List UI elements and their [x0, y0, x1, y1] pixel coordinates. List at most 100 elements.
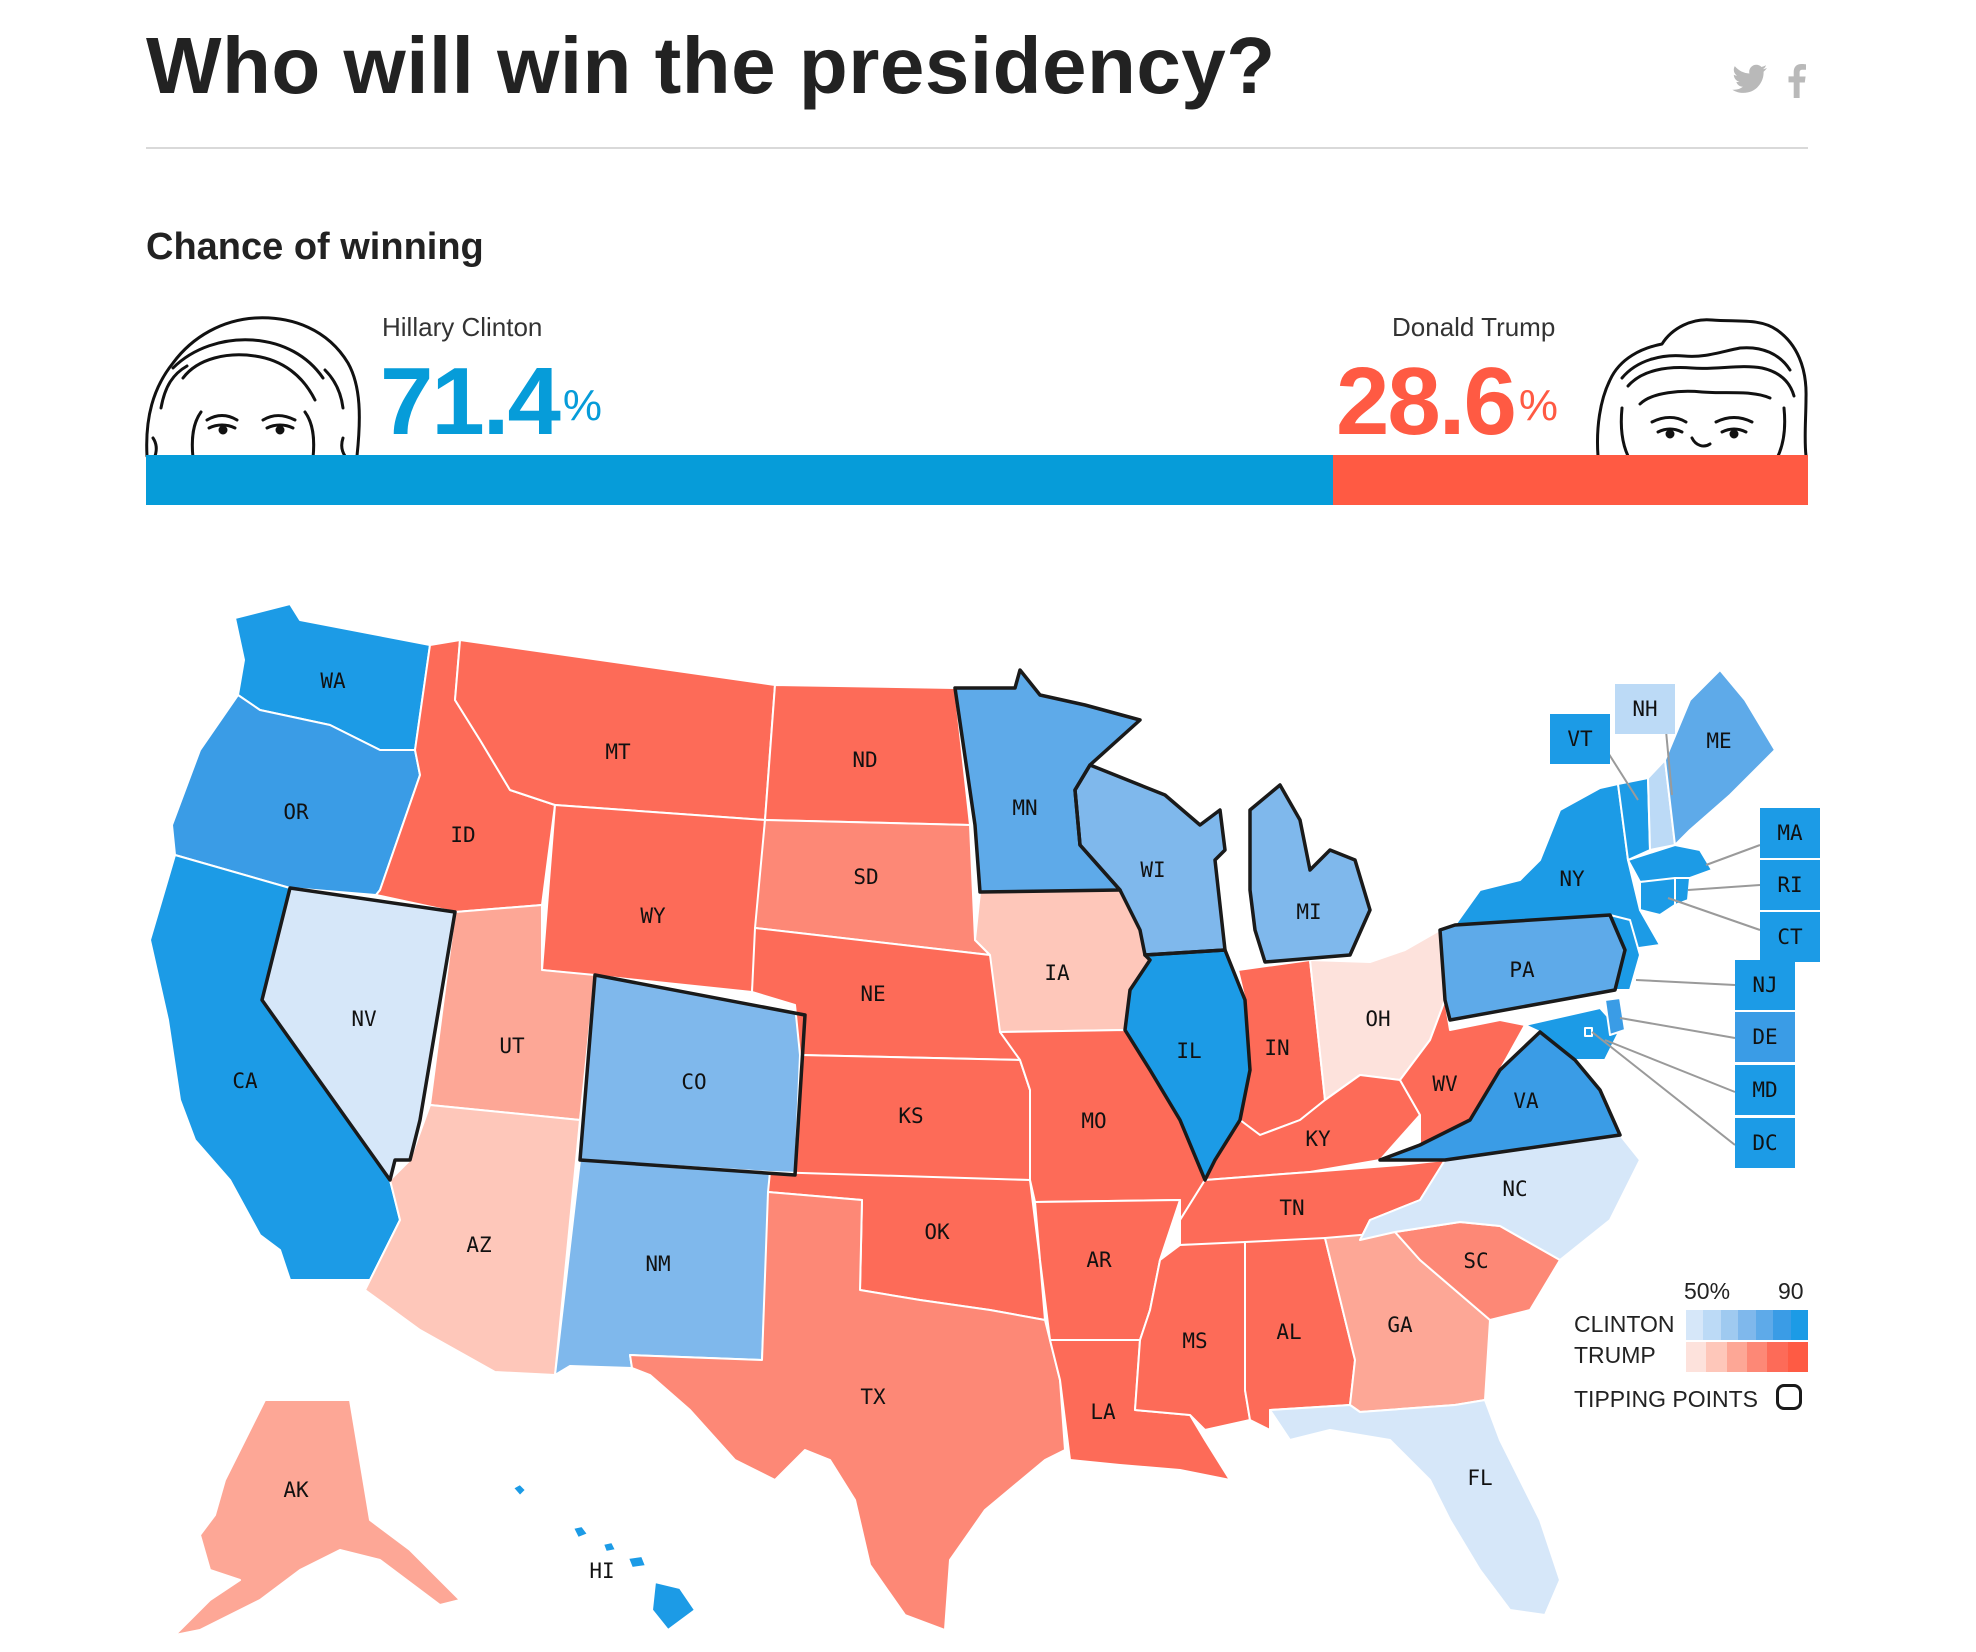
state-TX[interactable]: [629, 1191, 1066, 1631]
clinton-name: Hillary Clinton: [382, 312, 543, 342]
state-label-WV: WV: [1432, 1072, 1458, 1096]
state-label-MT: MT: [605, 740, 631, 764]
state-label-NJ: NJ: [1752, 973, 1777, 997]
legend-high-label: 90: [1778, 1278, 1804, 1304]
state-WY[interactable]: [541, 804, 766, 993]
state-label-AR: AR: [1086, 1248, 1112, 1272]
state-label-CA: CA: [232, 1069, 258, 1093]
state-label-IN: IN: [1264, 1036, 1289, 1060]
legend-trump-scale: [1686, 1342, 1808, 1372]
trump-chance-value: 28.6: [1336, 348, 1517, 455]
state-label-DE: DE: [1752, 1025, 1777, 1049]
legend-tipping-swatch: [1776, 1384, 1802, 1410]
state-box-DC[interactable]: [1735, 1118, 1795, 1168]
state-label-CO: CO: [681, 1070, 706, 1094]
legend-swatch: [1726, 1342, 1747, 1372]
state-label-NC: NC: [1502, 1177, 1527, 1201]
state-label-SD: SD: [853, 865, 878, 889]
state-label-WY: WY: [640, 904, 666, 928]
state-label-CT: CT: [1777, 925, 1803, 949]
trump-portrait-icon: [1596, 318, 1808, 458]
state-box-RI[interactable]: [1760, 860, 1820, 910]
twitter-icon[interactable]: [1732, 64, 1768, 94]
state-label-MO: MO: [1081, 1109, 1106, 1133]
state-label-AZ: AZ: [466, 1233, 491, 1257]
state-label-KS: KS: [898, 1104, 923, 1128]
state-label-ME: ME: [1706, 729, 1731, 753]
state-ME[interactable]: [1664, 669, 1776, 846]
legend-swatch: [1706, 1342, 1727, 1372]
state-label-SC: SC: [1463, 1249, 1488, 1273]
legend-swatch: [1720, 1310, 1739, 1340]
electoral-map: WA OR CA NV ID MT WY UT AZ CO NM ND SD N…: [149, 603, 1820, 1636]
state-NC[interactable]: [1359, 1134, 1641, 1261]
legend-swatch: [1738, 1310, 1756, 1340]
tipping-point-MI: [1248, 783, 1372, 964]
legend-swatch: [1767, 1342, 1788, 1372]
state-MI[interactable]: [1249, 784, 1371, 963]
state-label-MI: MI: [1296, 900, 1321, 924]
legend-swatch: [1686, 1310, 1704, 1340]
state-label-ND: ND: [852, 748, 877, 772]
state-label-TN: TN: [1279, 1196, 1304, 1220]
clinton-chance: 71.4%: [380, 352, 602, 452]
state-RI[interactable]: [1674, 877, 1691, 906]
state-label-NH: NH: [1632, 697, 1657, 721]
state-label-NY: NY: [1559, 867, 1585, 891]
state-box-MA[interactable]: [1760, 808, 1820, 858]
state-label-NM: NM: [645, 1252, 670, 1276]
state-DE[interactable]: [1604, 997, 1626, 1036]
page-title: Who will win the presidency?: [146, 21, 1276, 110]
legend-swatch: [1773, 1310, 1791, 1340]
state-label-VA: VA: [1513, 1089, 1539, 1113]
legend-swatch: [1686, 1342, 1707, 1372]
state-DC[interactable]: [1584, 1027, 1593, 1037]
legend-clinton-label: CLINTON: [1574, 1311, 1675, 1337]
state-label-WI: WI: [1140, 858, 1165, 882]
state-AZ[interactable]: [364, 1104, 581, 1376]
state-label-ID: ID: [450, 823, 475, 847]
trump-percent-sign: %: [1518, 381, 1558, 430]
tipping-point-NV: [260, 886, 457, 1182]
clinton-chance-bar: [146, 455, 1333, 505]
state-box-DE[interactable]: [1735, 1012, 1795, 1062]
state-CT[interactable]: [1639, 877, 1676, 916]
state-label-MA: MA: [1777, 821, 1803, 845]
clinton-percent-sign: %: [562, 381, 602, 430]
state-label-TX: TX: [860, 1385, 886, 1409]
state-label-IL: IL: [1176, 1039, 1201, 1063]
state-label-NE: NE: [860, 982, 885, 1006]
state-label-MD: MD: [1752, 1078, 1777, 1102]
chance-bar: [146, 455, 1808, 505]
state-FL[interactable]: [1269, 1399, 1561, 1616]
state-box-NJ[interactable]: [1735, 960, 1795, 1010]
state-label-OH: OH: [1365, 1007, 1390, 1031]
state-AK[interactable]: [174, 1399, 461, 1636]
tipping-point-VA: [1378, 1030, 1622, 1162]
state-label-NV: NV: [351, 1007, 377, 1031]
state-label-RI: RI: [1777, 873, 1802, 897]
state-label-LA: LA: [1090, 1400, 1116, 1424]
clinton-chance-value: 71.4: [380, 348, 561, 455]
state-HI[interactable]: [512, 1483, 696, 1631]
trump-name: Donald Trump: [1392, 312, 1556, 342]
legend-swatch: [1787, 1342, 1808, 1372]
state-label-OR: OR: [283, 800, 309, 824]
legend-swatch: [1746, 1342, 1768, 1372]
legend-clinton-scale: [1686, 1310, 1808, 1340]
state-label-IA: IA: [1044, 961, 1070, 985]
legend-trump-label: TRUMP: [1574, 1342, 1656, 1368]
legend-low-label: 50%: [1684, 1278, 1731, 1304]
state-box-VT[interactable]: [1550, 714, 1610, 764]
state-label-VT: VT: [1567, 727, 1593, 751]
state-label-WA: WA: [320, 669, 346, 693]
state-box-CT[interactable]: [1760, 912, 1820, 962]
state-label-UT: UT: [499, 1034, 525, 1058]
state-box-MD[interactable]: [1735, 1065, 1795, 1115]
state-box-NH[interactable]: [1615, 684, 1675, 734]
state-label-MS: MS: [1182, 1329, 1207, 1353]
facebook-icon[interactable]: [1788, 64, 1806, 98]
state-label-FL: FL: [1467, 1466, 1492, 1490]
state-label-HI: HI: [589, 1559, 614, 1583]
legend-swatch: [1703, 1310, 1721, 1340]
